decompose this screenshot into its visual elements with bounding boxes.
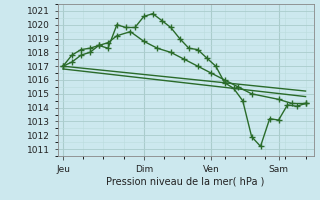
X-axis label: Pression niveau de la mer( hPa ): Pression niveau de la mer( hPa ) — [107, 177, 265, 187]
